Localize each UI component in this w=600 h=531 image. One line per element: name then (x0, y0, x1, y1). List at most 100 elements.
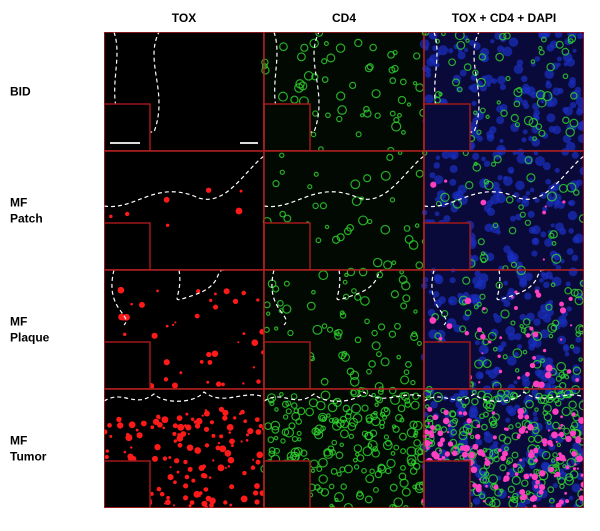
cd4-cell (482, 447, 488, 453)
tox-cell (517, 407, 525, 415)
cd4-cell (384, 467, 392, 475)
tox-cell (566, 369, 572, 374)
cd4-cell (535, 90, 546, 100)
cd4-cell (556, 361, 566, 372)
cd4-cell (281, 400, 289, 408)
cd4-cell (508, 424, 514, 430)
cd4-cell (505, 75, 511, 82)
tox-cell (514, 472, 519, 476)
tox-cell (432, 414, 439, 421)
tox-cell (232, 298, 239, 304)
cd4-cell (340, 483, 347, 490)
cd4-cell (473, 110, 478, 116)
tox-cell (182, 495, 189, 501)
cd4-cell (362, 446, 373, 457)
tox-cell (226, 423, 234, 431)
cd4-cell (456, 86, 463, 93)
cd4-cell (412, 392, 420, 400)
tox-cell (547, 429, 551, 432)
row-label: MF (10, 196, 27, 210)
cd4-cell (353, 464, 360, 470)
cd4-cell (290, 402, 298, 409)
nucleus (529, 187, 535, 193)
cd4-cell (313, 171, 319, 177)
tox-cell (191, 478, 196, 483)
tox-cell (429, 441, 433, 445)
cd4-cell (534, 407, 539, 412)
nucleus (435, 155, 441, 160)
inset (104, 341, 151, 390)
cd4-cell (401, 487, 411, 497)
cd4-cell (321, 416, 327, 422)
cd4-cell (477, 238, 485, 246)
nucleus (521, 137, 527, 143)
row-label: Plaque (10, 331, 50, 345)
tox-cell (430, 181, 437, 188)
cd4-cell (564, 374, 570, 380)
cd4-cell (547, 464, 557, 474)
cd4-cell (331, 439, 338, 446)
inset (263, 103, 311, 152)
cd4-cell (548, 367, 558, 376)
nucleus (502, 46, 513, 57)
nucleus (533, 318, 541, 326)
cd4-cell (568, 400, 577, 410)
cd4-cell (361, 404, 369, 412)
nucleus (533, 150, 539, 156)
tox-cell (425, 446, 430, 450)
nucleus (434, 196, 441, 202)
tox-cell (499, 336, 503, 340)
nucleus (567, 210, 578, 221)
tox-cell (201, 414, 204, 417)
nucleus (573, 233, 584, 244)
cd4-cell (296, 52, 306, 62)
nucleus (542, 132, 549, 139)
cd4-cell (401, 281, 411, 291)
nucleus (555, 265, 562, 271)
tox-cell (128, 421, 136, 429)
cd4-cell (569, 470, 579, 479)
inset (263, 222, 311, 271)
nucleus (540, 231, 547, 238)
nucleus (505, 417, 511, 423)
cd4-cell (440, 426, 448, 433)
cd4-cell (374, 402, 379, 408)
nucleus (517, 344, 523, 349)
cd4-cell (311, 289, 316, 295)
cd4-cell (364, 318, 370, 325)
cd4-cell (520, 327, 527, 334)
nucleus (531, 250, 538, 257)
tox-cell (173, 439, 178, 443)
tox-cell (488, 340, 492, 344)
tox-cell (541, 438, 548, 445)
tox-cell (190, 417, 195, 421)
cd4-cell (279, 169, 285, 175)
nucleus (496, 116, 505, 125)
cd4-cell (391, 260, 397, 266)
cd4-cell (410, 379, 416, 386)
nucleus (499, 138, 504, 144)
tox-cell (242, 332, 246, 336)
panel (419, 32, 584, 155)
tox-cell (572, 467, 577, 471)
tox-cell (254, 417, 260, 422)
tissue-boundary (111, 269, 225, 326)
cd4-cell (386, 458, 396, 469)
nucleus (427, 308, 436, 317)
cd4-cell (361, 467, 367, 474)
tox-cell (219, 434, 224, 439)
cd4-cell (350, 179, 361, 190)
tox-cell (535, 479, 540, 485)
cd4-cell (398, 432, 407, 441)
tox-cell (558, 426, 562, 430)
cd4-cell (542, 91, 553, 102)
nucleus (542, 363, 547, 368)
inset (423, 341, 471, 390)
nucleus (544, 69, 555, 79)
tox-cell (502, 450, 508, 457)
cd4-cell (479, 107, 486, 114)
tox-cell (203, 426, 210, 432)
cd4-cell (268, 450, 276, 458)
cd4-cell (513, 100, 521, 108)
nucleus (542, 162, 551, 171)
